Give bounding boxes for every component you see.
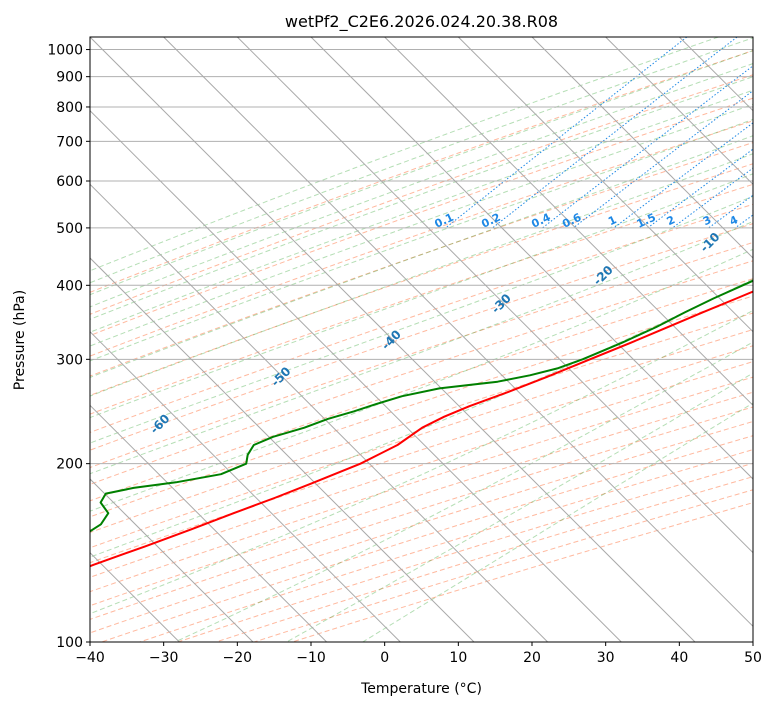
x-tick-label: −20 bbox=[223, 650, 253, 666]
x-tick-label: −40 bbox=[75, 650, 105, 666]
y-tick-label: 900 bbox=[56, 70, 83, 86]
y-tick-label: 400 bbox=[56, 278, 83, 294]
x-axis-label: Temperature (°C) bbox=[360, 681, 482, 697]
y-tick-label: 700 bbox=[56, 134, 83, 150]
y-tick-label: 500 bbox=[56, 221, 83, 237]
x-tick-label: −30 bbox=[149, 650, 179, 666]
chart-title: wetPf2_C2E6.2026.024.20.38.R08 bbox=[285, 12, 558, 32]
x-tick-label: 30 bbox=[597, 650, 615, 666]
x-tick-label: −10 bbox=[296, 650, 326, 666]
x-tick-label: 50 bbox=[744, 650, 762, 666]
x-tick-label: 40 bbox=[670, 650, 688, 666]
y-tick-label: 100 bbox=[56, 635, 83, 651]
y-tick-label: 200 bbox=[56, 457, 83, 473]
x-tick-label: 20 bbox=[523, 650, 541, 666]
y-tick-label: 1000 bbox=[47, 43, 83, 59]
y-tick-label: 600 bbox=[56, 174, 83, 190]
y-tick-label: 800 bbox=[56, 100, 83, 116]
x-tick-label: 0 bbox=[380, 650, 389, 666]
y-axis-label: Pressure (hPa) bbox=[12, 290, 28, 390]
x-tick-label: 10 bbox=[449, 650, 467, 666]
y-tick-label: 300 bbox=[56, 352, 83, 368]
